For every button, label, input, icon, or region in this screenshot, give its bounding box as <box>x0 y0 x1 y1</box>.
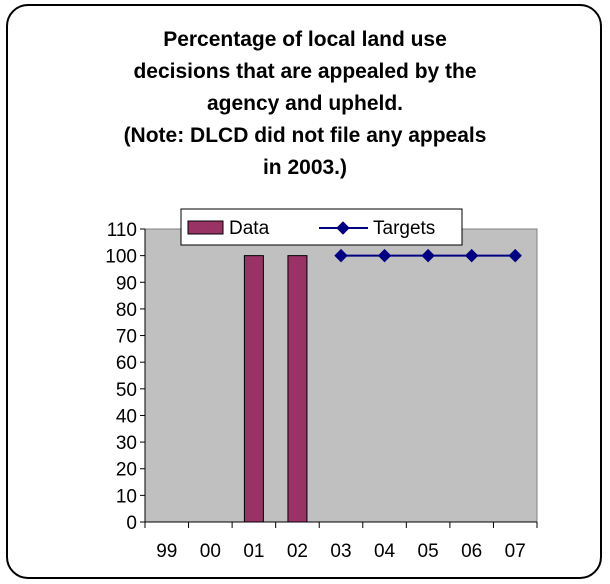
chart-title-line-5: in 2003.) <box>262 156 348 179</box>
x-tick-label: 04 <box>374 541 396 562</box>
y-tick-label: 70 <box>116 327 137 348</box>
y-tick-label: 50 <box>116 380 137 401</box>
x-tick-label: 05 <box>418 541 439 562</box>
x-tick-label: 01 <box>243 541 264 562</box>
legend-marker-targets <box>336 221 350 235</box>
y-tick-label: 110 <box>107 220 137 241</box>
chart-title-line-4: (Note: DLCD did not file any appeals <box>123 124 487 147</box>
plot-area <box>144 228 538 523</box>
legend-swatch-data <box>187 220 224 235</box>
x-tick-label: 00 <box>200 541 221 562</box>
marker-targets <box>377 248 392 263</box>
y-tick-label: 90 <box>116 273 137 294</box>
marker-targets <box>334 248 348 263</box>
bar-data <box>243 255 264 523</box>
y-tick-label: 0 <box>126 513 137 534</box>
x-tick-label: 99 <box>156 541 177 562</box>
chart-title-line-2: decisions that are appealed by the <box>133 60 477 83</box>
y-tick-label: 80 <box>116 300 137 321</box>
legend: Data Targets <box>180 208 463 246</box>
marker-targets <box>421 248 435 263</box>
y-tick-label: 20 <box>116 460 137 481</box>
chart-title-line-3: agency and upheld. <box>206 92 404 115</box>
y-tick-label: 60 <box>116 353 137 374</box>
bar-data <box>287 255 308 523</box>
y-tick-label: 10 <box>116 486 137 507</box>
chart-title: Percentage of local land use decisions t… <box>40 24 570 184</box>
x-tick-label: 02 <box>287 541 308 562</box>
legend-label-targets: Targets <box>373 218 435 239</box>
x-tick-label: 06 <box>461 541 482 562</box>
y-tick-label: 40 <box>116 406 137 427</box>
x-tick-label: 07 <box>505 541 526 562</box>
x-tick-label: 03 <box>330 541 351 562</box>
marker-targets <box>508 248 522 263</box>
marker-targets <box>464 248 479 263</box>
y-tick-label: 30 <box>116 433 137 454</box>
legend-label-data: Data <box>229 218 270 239</box>
chart-title-line-1: Percentage of local land use <box>163 28 447 51</box>
plot-layer: 0 10 20 30 40 50 60 70 80 90 100 110 99 00 01 02 03 04 05 0… <box>105 220 538 562</box>
y-tick-label: 100 <box>105 247 137 268</box>
